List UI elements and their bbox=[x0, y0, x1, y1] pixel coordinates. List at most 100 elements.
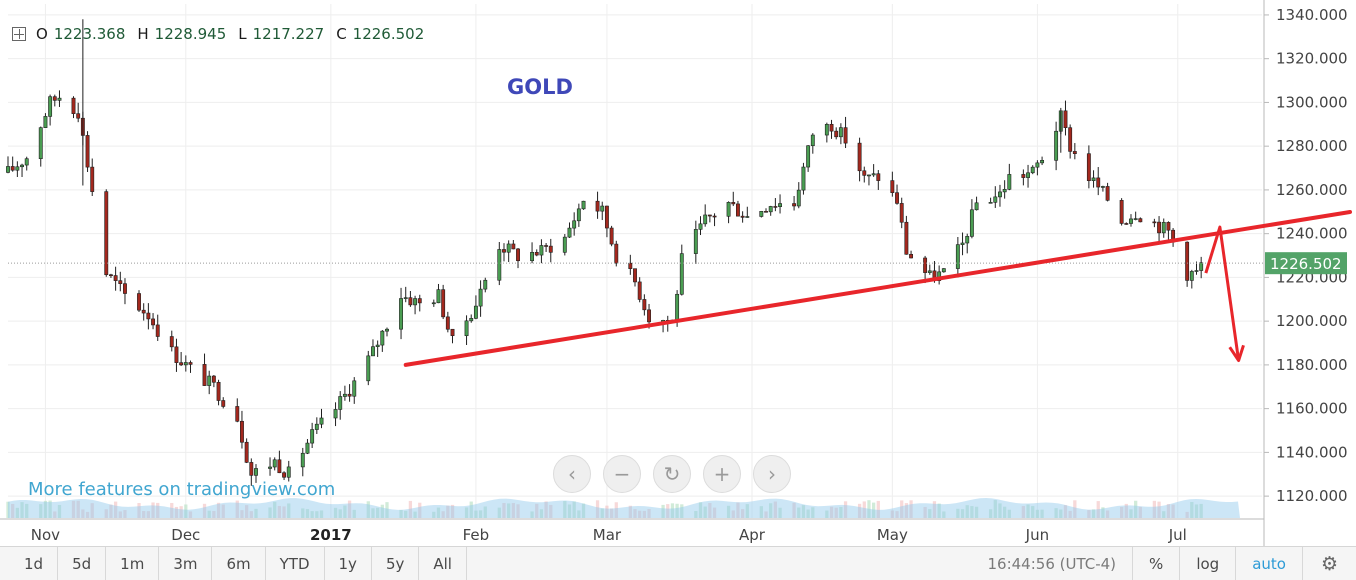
candle-body[interactable] bbox=[544, 245, 549, 247]
candle-body[interactable] bbox=[899, 203, 904, 223]
candle-body[interactable] bbox=[1194, 270, 1199, 272]
candle-body[interactable] bbox=[707, 214, 712, 217]
candle-body[interactable] bbox=[731, 202, 736, 205]
candle-body[interactable] bbox=[604, 205, 609, 229]
candle-body[interactable] bbox=[567, 227, 572, 238]
range-button-5d[interactable]: 5d bbox=[58, 547, 107, 580]
candle-body[interactable] bbox=[450, 328, 455, 337]
candle-body[interactable] bbox=[1185, 241, 1190, 281]
candle-body[interactable] bbox=[445, 316, 450, 330]
auto-scale-toggle[interactable]: auto bbox=[1236, 547, 1303, 580]
candle-body[interactable] bbox=[740, 215, 745, 218]
candle-body[interactable] bbox=[118, 280, 123, 284]
candle-body[interactable] bbox=[927, 270, 932, 273]
candle-body[interactable] bbox=[764, 211, 768, 213]
candle-body[interactable] bbox=[207, 375, 212, 386]
candle-body[interactable] bbox=[174, 346, 179, 363]
candle-body[interactable] bbox=[179, 362, 184, 366]
candle-body[interactable] bbox=[834, 130, 839, 138]
candle-body[interactable] bbox=[506, 243, 511, 253]
candle-body[interactable] bbox=[576, 208, 581, 222]
candle-body[interactable] bbox=[548, 245, 553, 253]
candle-body[interactable] bbox=[810, 134, 815, 147]
percent-scale-toggle[interactable]: % bbox=[1133, 547, 1181, 580]
candle-body[interactable] bbox=[240, 420, 244, 443]
candle-body[interactable] bbox=[843, 127, 848, 144]
scroll-left-button[interactable]: ‹ bbox=[553, 455, 591, 493]
candle-body[interactable] bbox=[1189, 271, 1194, 281]
zoom-out-button[interactable]: − bbox=[603, 455, 641, 493]
candle-body[interactable] bbox=[347, 393, 352, 397]
candle-body[interactable] bbox=[10, 166, 15, 171]
candle-body[interactable] bbox=[726, 202, 731, 217]
range-button-ytd[interactable]: YTD bbox=[266, 547, 325, 580]
candle-body[interactable] bbox=[642, 299, 647, 311]
candle-body[interactable] bbox=[43, 116, 48, 128]
candle-body[interactable] bbox=[123, 283, 127, 294]
candle-body[interactable] bbox=[806, 145, 811, 168]
candle-body[interactable] bbox=[109, 274, 113, 277]
candle-body[interactable] bbox=[305, 442, 310, 454]
candle-body[interactable] bbox=[693, 229, 698, 254]
candle-body[interactable] bbox=[151, 318, 155, 326]
candle-body[interactable] bbox=[76, 113, 81, 119]
candle-body[interactable] bbox=[838, 127, 843, 138]
candle-body[interactable] bbox=[998, 191, 1002, 198]
candle-body[interactable] bbox=[909, 253, 914, 259]
candle-body[interactable] bbox=[338, 396, 343, 410]
candle-body[interactable] bbox=[829, 123, 834, 132]
settings-gear-icon[interactable]: ⚙ bbox=[1320, 552, 1338, 575]
candle-body[interactable] bbox=[1068, 127, 1073, 152]
candle-body[interactable] bbox=[534, 252, 539, 256]
candle-body[interactable] bbox=[385, 328, 389, 332]
candle-body[interactable] bbox=[1100, 186, 1105, 188]
candle-body[interactable] bbox=[796, 189, 801, 207]
candle-body[interactable] bbox=[1030, 166, 1035, 174]
candle-body[interactable] bbox=[637, 281, 642, 300]
candle-body[interactable] bbox=[90, 166, 95, 192]
candle-body[interactable] bbox=[1091, 177, 1096, 181]
candle-body[interactable] bbox=[857, 142, 862, 172]
candle-body[interactable] bbox=[399, 298, 403, 330]
candle-body[interactable] bbox=[1035, 162, 1040, 168]
candle-body[interactable] bbox=[759, 211, 764, 217]
candle-body[interactable] bbox=[904, 221, 909, 255]
range-button-1d[interactable]: 1d bbox=[0, 547, 59, 580]
candle-body[interactable] bbox=[1124, 223, 1129, 225]
candle-body[interactable] bbox=[211, 375, 216, 383]
candle-body[interactable] bbox=[469, 318, 474, 322]
candle-body[interactable] bbox=[1040, 160, 1045, 164]
clock-timezone[interactable]: 16:44:56 (UTC-4) bbox=[972, 547, 1134, 580]
candle-body[interactable] bbox=[235, 406, 240, 422]
candle-body[interactable] bbox=[581, 200, 586, 210]
log-scale-toggle[interactable]: log bbox=[1180, 547, 1237, 580]
candle-body[interactable] bbox=[745, 216, 750, 218]
candle-body[interactable] bbox=[867, 174, 871, 177]
candle-body[interactable] bbox=[1002, 189, 1007, 193]
candle-body[interactable] bbox=[216, 381, 221, 401]
candle-body[interactable] bbox=[679, 253, 684, 295]
candle-body[interactable] bbox=[417, 298, 422, 304]
candle-body[interactable] bbox=[244, 441, 249, 463]
candle-body[interactable] bbox=[300, 452, 305, 468]
candle-body[interactable] bbox=[380, 330, 385, 346]
candle-body[interactable] bbox=[773, 206, 778, 208]
candle-body[interactable] bbox=[24, 158, 29, 166]
candle-body[interactable] bbox=[202, 364, 207, 386]
candle-body[interactable] bbox=[20, 164, 24, 168]
candle-body[interactable] bbox=[572, 220, 577, 229]
candle-body[interactable] bbox=[1072, 151, 1077, 154]
candle-body[interactable] bbox=[6, 166, 10, 173]
candle-body[interactable] bbox=[1133, 218, 1138, 220]
candle-body[interactable] bbox=[516, 248, 520, 262]
candle-body[interactable] bbox=[1105, 186, 1110, 201]
candle-body[interactable] bbox=[1161, 222, 1166, 234]
candle-body[interactable] bbox=[871, 173, 876, 176]
support-trendline[interactable] bbox=[403, 209, 1352, 367]
candle-body[interactable] bbox=[562, 236, 567, 253]
candle-body[interactable] bbox=[1007, 174, 1012, 190]
candle-body[interactable] bbox=[221, 400, 226, 407]
candle-body[interactable] bbox=[188, 362, 193, 365]
candle-body[interactable] bbox=[342, 393, 347, 397]
